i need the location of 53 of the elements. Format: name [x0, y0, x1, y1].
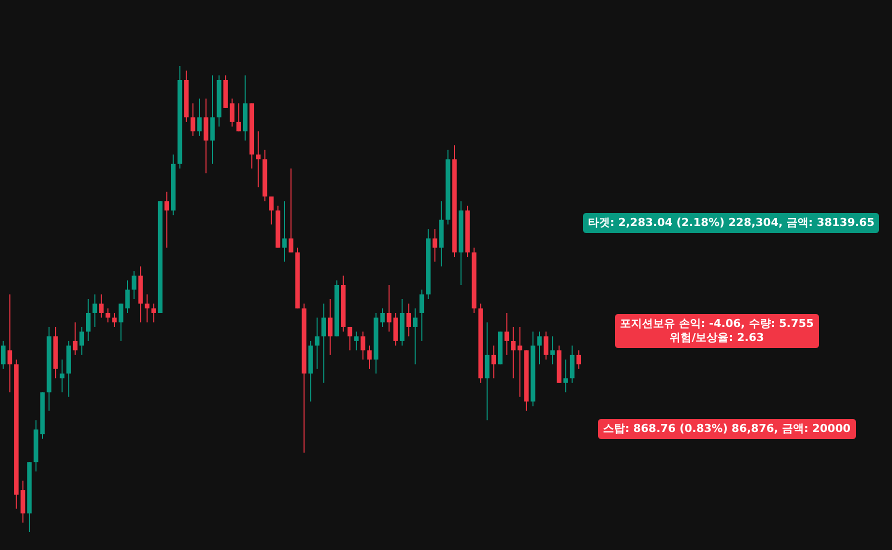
candlestick	[537, 331, 542, 365]
candlestick	[144, 294, 150, 323]
candlestick	[197, 98, 202, 136]
candlestick	[79, 326, 84, 356]
candlestick	[412, 308, 418, 365]
candlestick	[99, 294, 104, 318]
candlestick	[92, 294, 98, 328]
candlestick	[236, 102, 241, 132]
candlestick	[164, 191, 170, 248]
candlestick	[269, 196, 274, 225]
text: 스탑: 868.76 (0.83%) 86,876, 금액: 20000	[598, 419, 856, 439]
candlestick	[360, 331, 366, 360]
candlestick	[420, 289, 424, 342]
candlestick	[230, 98, 234, 128]
candlestick	[151, 303, 156, 323]
candlestick	[406, 303, 411, 337]
text: 포지션보유 손익: -4.06, 수량: 5.755 위험/보상율: 2.63	[615, 314, 819, 348]
candlestick	[20, 480, 26, 524]
candlestick	[432, 228, 438, 262]
candlestick	[576, 350, 582, 370]
candlestick	[491, 345, 496, 379]
candlestick	[204, 98, 208, 174]
candlestick	[386, 284, 392, 332]
candlestick	[60, 359, 64, 393]
candlestick	[256, 130, 261, 188]
candlestick	[348, 326, 352, 351]
candlestick	[282, 200, 287, 262]
candlestick	[563, 359, 568, 393]
candlestick	[511, 326, 516, 379]
candlestick	[544, 331, 548, 360]
candlestick	[190, 102, 196, 136]
candlestick	[518, 326, 522, 398]
candlestick	[328, 298, 333, 356]
candlestick	[0, 340, 6, 370]
candlestick	[72, 322, 78, 356]
candlestick	[504, 312, 510, 356]
candlestick	[321, 303, 326, 384]
text: 타겟: 2,283.04 (2.18%) 228,304, 금액: 38139.65	[583, 213, 880, 233]
candlestick	[354, 331, 359, 351]
candlestick	[484, 322, 490, 421]
candlestick	[550, 336, 555, 365]
candlestick	[314, 317, 320, 370]
candlestick	[210, 74, 215, 164]
candlestick	[8, 294, 12, 393]
candlestick	[112, 312, 117, 328]
candlestick	[380, 308, 385, 328]
candlestick	[288, 168, 294, 253]
candlestick	[570, 345, 574, 384]
candlestick	[132, 270, 136, 300]
candlestick	[393, 312, 398, 346]
candlestick	[367, 345, 372, 370]
candlestick	[106, 308, 110, 323]
candlestick	[86, 298, 91, 342]
